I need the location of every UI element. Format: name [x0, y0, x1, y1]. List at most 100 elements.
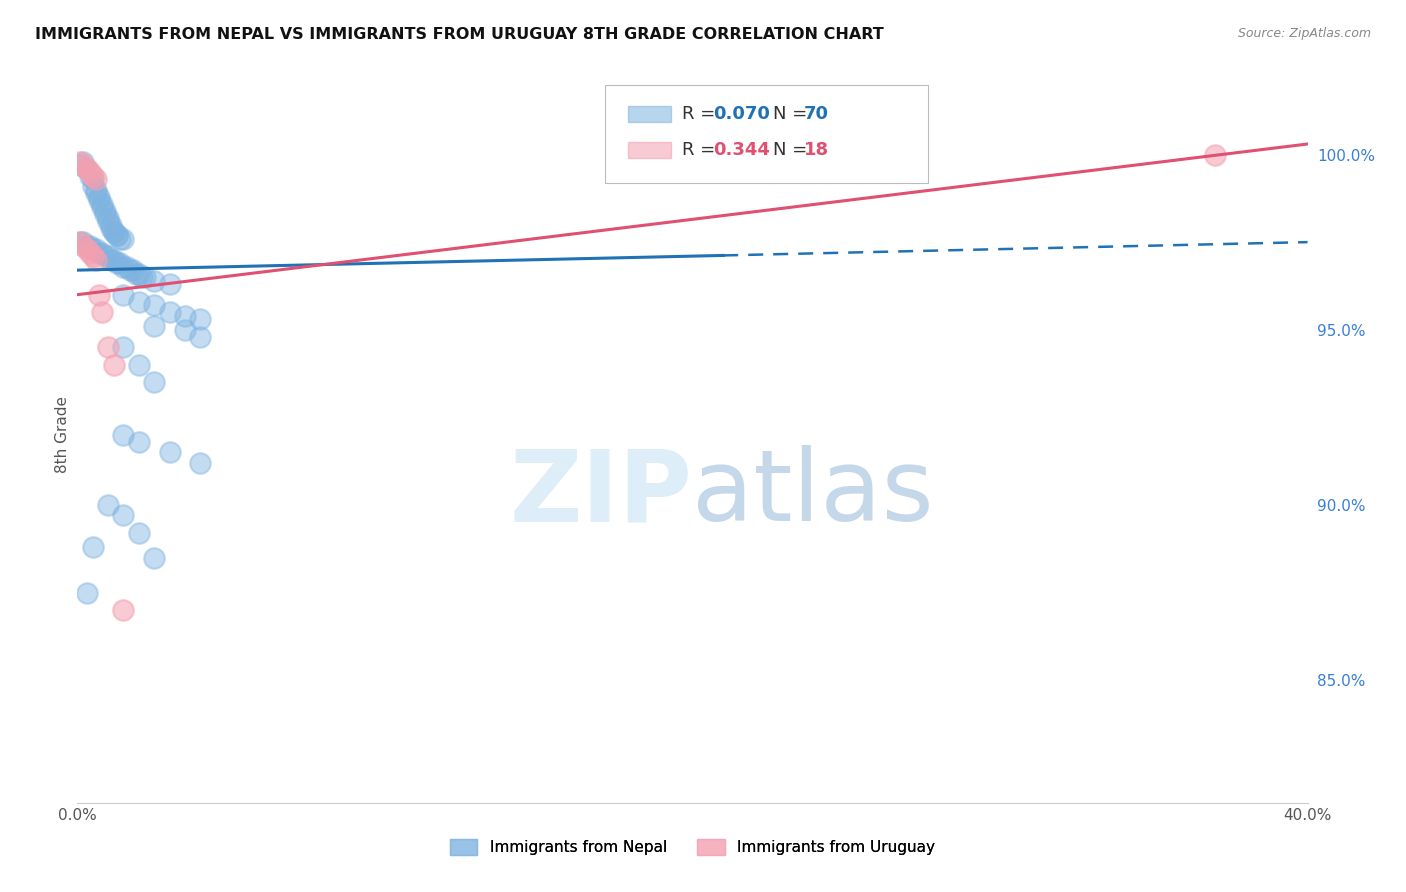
Point	[188, 456, 212, 470]
Point	[72, 238, 94, 252]
Point	[72, 158, 94, 172]
Point	[134, 270, 156, 285]
Y-axis label: 8th Grade: 8th Grade	[55, 396, 70, 474]
Point	[188, 330, 212, 344]
Point	[103, 225, 125, 239]
Point	[82, 179, 104, 194]
Point	[112, 340, 135, 354]
Point	[131, 270, 153, 285]
Point	[72, 235, 94, 249]
Point	[110, 232, 132, 246]
Point	[87, 189, 110, 203]
Point	[97, 211, 120, 225]
Point	[159, 445, 181, 459]
Point	[84, 182, 107, 196]
Point	[128, 358, 150, 372]
Point	[143, 274, 166, 288]
Point	[72, 154, 94, 169]
Point	[84, 242, 107, 256]
Point	[84, 172, 107, 186]
Point	[76, 585, 98, 599]
Point	[112, 603, 135, 617]
Point	[76, 242, 98, 256]
Point	[94, 249, 117, 263]
Point	[97, 214, 120, 228]
Point	[69, 158, 91, 172]
Point	[90, 200, 114, 214]
Point	[103, 225, 125, 239]
Point	[84, 186, 107, 200]
Point	[128, 434, 150, 449]
Point	[159, 305, 181, 319]
Point	[174, 323, 197, 337]
Text: R =: R =	[682, 105, 721, 123]
Point	[82, 242, 104, 256]
Point	[90, 245, 114, 260]
Point	[97, 249, 120, 263]
Point	[84, 252, 107, 267]
Point	[82, 169, 104, 183]
Point	[69, 154, 91, 169]
Text: 70: 70	[804, 105, 830, 123]
Point	[76, 161, 98, 176]
Point	[87, 287, 110, 301]
Point	[115, 260, 138, 274]
Point	[143, 319, 166, 334]
Text: 0.070: 0.070	[713, 105, 769, 123]
Point	[76, 238, 98, 252]
Point	[105, 256, 128, 270]
Point	[100, 218, 122, 232]
Point	[69, 235, 91, 249]
Point	[105, 228, 128, 243]
Text: 18: 18	[804, 141, 830, 159]
Point	[90, 196, 114, 211]
Point	[143, 550, 166, 565]
Point	[174, 309, 197, 323]
Point	[69, 235, 91, 249]
Point	[188, 312, 212, 326]
Point	[82, 172, 104, 186]
Point	[1204, 147, 1226, 161]
Point	[118, 263, 141, 277]
Legend: Immigrants from Nepal, Immigrants from Uruguay: Immigrants from Nepal, Immigrants from U…	[444, 833, 941, 862]
Point	[121, 263, 143, 277]
Point	[128, 267, 150, 281]
Point	[105, 228, 128, 243]
Point	[87, 245, 110, 260]
Point	[112, 287, 135, 301]
Text: N =: N =	[773, 141, 813, 159]
Point	[82, 540, 104, 554]
Point	[103, 358, 125, 372]
Text: R =: R =	[682, 141, 721, 159]
Text: ZIP: ZIP	[509, 445, 693, 542]
Point	[112, 427, 135, 442]
Text: IMMIGRANTS FROM NEPAL VS IMMIGRANTS FROM URUGUAY 8TH GRADE CORRELATION CHART: IMMIGRANTS FROM NEPAL VS IMMIGRANTS FROM…	[35, 27, 884, 42]
Point	[100, 221, 122, 235]
Point	[112, 508, 135, 523]
Point	[112, 232, 135, 246]
Text: N =: N =	[773, 105, 813, 123]
Point	[110, 256, 132, 270]
Point	[143, 298, 166, 312]
Point	[128, 294, 150, 309]
Point	[79, 169, 101, 183]
Point	[159, 277, 181, 292]
Text: atlas: atlas	[693, 445, 934, 542]
Point	[100, 252, 122, 267]
Point	[87, 193, 110, 207]
Point	[94, 203, 117, 218]
Point	[128, 525, 150, 540]
Point	[125, 267, 148, 281]
Point	[97, 498, 120, 512]
Point	[103, 252, 125, 267]
Point	[90, 305, 114, 319]
Point	[143, 376, 166, 390]
Point	[79, 245, 101, 260]
Point	[79, 165, 101, 179]
Point	[79, 238, 101, 252]
Point	[82, 249, 104, 263]
Text: Source: ZipAtlas.com: Source: ZipAtlas.com	[1237, 27, 1371, 40]
Point	[112, 260, 135, 274]
Point	[76, 161, 98, 176]
Text: 0.344: 0.344	[713, 141, 769, 159]
